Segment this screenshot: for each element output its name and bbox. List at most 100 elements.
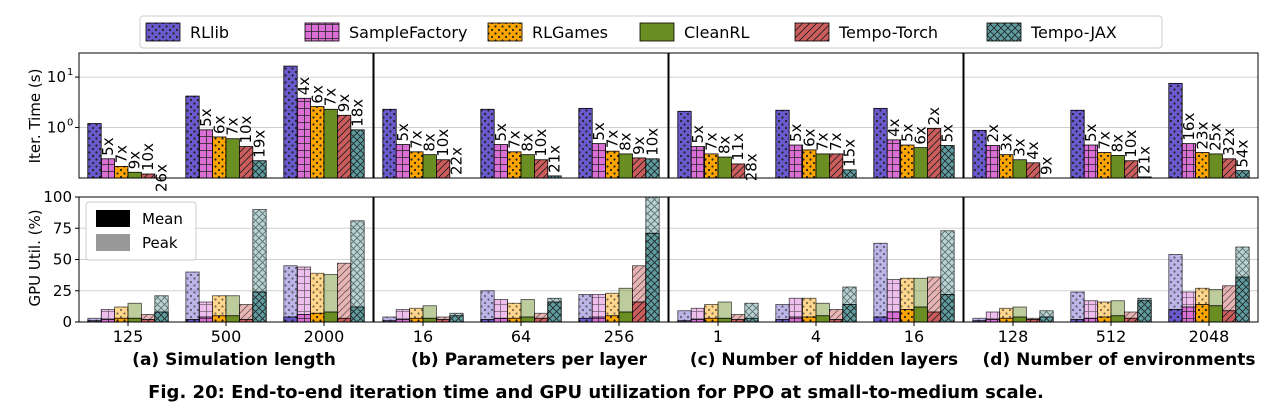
bar-util-mean-4-samplefactory	[788, 316, 804, 323]
bar-util-peak-256-rllib	[578, 294, 593, 323]
speedup-label: 10x	[139, 143, 157, 171]
peak-swatch	[96, 234, 130, 251]
bar-time-1-rllib	[677, 110, 692, 178]
speedup-label: 5x	[99, 137, 117, 156]
bar-util-peak-4-tempo-torch	[829, 309, 844, 323]
x-tick-label: 2048	[1189, 327, 1230, 346]
util-bars	[677, 230, 955, 323]
legend-item-tempo-jax: Tempo-JAX	[986, 22, 1117, 42]
speedup-label: 28x	[743, 153, 761, 181]
bar-util-peak-125-samplefactory	[100, 309, 115, 323]
bar-util-mean-16-cleanrl	[913, 306, 928, 323]
speedup-label: 7x	[407, 130, 425, 149]
bar-util-mean-16-tempo-jax	[449, 315, 464, 323]
speedup-label: 10x	[1122, 130, 1140, 158]
bar-time-128-cleanrl	[1012, 159, 1027, 178]
mean-swatch	[96, 210, 130, 227]
bar-util-peak-2000-rlgames	[310, 272, 325, 323]
speedup-label: 6x	[800, 128, 818, 147]
speedup-label: 6x	[210, 115, 228, 134]
bar-util-mean-2000-tempo-jax	[350, 306, 365, 323]
x-tick-label: 500	[211, 327, 242, 346]
bar-util-mean-2048-rllib	[1168, 309, 1183, 323]
x-tick-label: 128	[998, 327, 1029, 346]
time-bars	[677, 107, 955, 178]
bar-util-peak-16-tempo-torch	[927, 276, 942, 323]
x-tick-label: 512	[1096, 327, 1127, 346]
x-tick-label: 1	[713, 327, 723, 346]
bar-util-mean-500-tempo-jax	[252, 291, 267, 323]
speedup-label: 7x	[827, 132, 845, 151]
bar-util-mean-64-rlgames	[507, 317, 522, 323]
speedup-label: 7x	[603, 130, 621, 149]
panel-subtitle: (a) Simulation length	[132, 350, 336, 370]
speedup-label: 10x	[237, 115, 255, 143]
util-bars	[972, 246, 1250, 323]
bar-util-peak-2048-rllib	[1168, 254, 1183, 323]
speedup-label: 7x	[112, 145, 130, 164]
bar-util-peak-16-samplefactory	[886, 279, 902, 323]
speedup-label: 9x	[630, 136, 648, 155]
speedup-label: 4x	[295, 77, 313, 96]
legend-item-rlgames: RLGames	[487, 22, 608, 42]
bar-util-peak-4-rlgames	[802, 297, 817, 323]
speedup-label: 5x	[1082, 123, 1100, 142]
speedup-label: 5x	[590, 122, 608, 141]
bar-util-mean-64-samplefactory	[493, 317, 509, 323]
bar-time-16-cleanrl	[422, 154, 437, 178]
bar-time-2000-samplefactory	[296, 97, 312, 178]
bar-util-mean-128-tempo-jax	[1039, 316, 1054, 323]
time-bars	[972, 82, 1250, 178]
bar-time-16-samplefactory	[886, 139, 902, 178]
bar-util-mean-2048-tempo-torch	[1222, 310, 1237, 323]
bar-time-1-samplefactory	[690, 146, 706, 178]
bar-time-2000-tempo-torch	[336, 114, 352, 178]
bar-time-512-cleanrl	[1110, 155, 1125, 178]
speedup-label: 22x	[448, 147, 466, 175]
speedup-label: 16x	[1180, 113, 1198, 141]
speedup-label: 32x	[1220, 128, 1238, 156]
bar-time-16-tempo-torch	[435, 159, 451, 178]
x-tick-label: 16	[904, 327, 924, 346]
speedup-label: 4x	[885, 118, 903, 137]
legend-label: Tempo-Torch	[838, 23, 938, 42]
bar-time-125-rllib	[87, 123, 102, 178]
bar-time-4-rllib	[775, 109, 790, 178]
legend-swatch	[304, 22, 340, 42]
time-bars	[87, 65, 365, 178]
bar-time-4-samplefactory	[788, 144, 804, 178]
legend-label: SampleFactory	[349, 23, 467, 42]
bar-time-2000-tempo-jax	[350, 129, 365, 178]
bar-util-mean-125-tempo-jax	[154, 311, 169, 323]
y-tick-label: 25	[53, 282, 72, 300]
speedup-label: 18x	[349, 99, 367, 127]
bar-time-64-tempo-jax	[547, 175, 562, 178]
bar-time-125-tempo-torch	[140, 173, 156, 178]
y-tick-label: 100	[43, 188, 72, 206]
bar-util-mean-2048-tempo-jax	[1235, 276, 1250, 323]
speedup-label: 5x	[689, 125, 707, 144]
bar-util-peak-500-tempo-torch	[238, 304, 254, 323]
bar-util-mean-16-samplefactory	[886, 311, 902, 323]
panel-subtitle: (b) Parameters per layer	[411, 350, 648, 370]
bar-time-128-tempo-torch	[1026, 162, 1041, 178]
legend-swatch	[986, 22, 1022, 42]
legend-label: Tempo-JAX	[1030, 23, 1117, 42]
x-tick-label: 2000	[304, 327, 345, 346]
bar-util-mean-2000-rlgames	[310, 312, 325, 323]
x-tick-label: 16	[413, 327, 433, 346]
bar-time-512-rlgames	[1097, 152, 1112, 178]
bar-util-mean-512-cleanrl	[1110, 315, 1125, 323]
bar-time-512-samplefactory	[1083, 144, 1098, 178]
bar-time-64-cleanrl	[520, 154, 535, 178]
bar-time-16-cleanrl	[913, 147, 928, 178]
y-tick-label: 75	[53, 219, 72, 237]
speedup-label: 15x	[841, 139, 859, 167]
x-tick-labels: 1 4 16	[713, 322, 924, 346]
gridlines	[964, 76, 1258, 323]
bar-time-256-cleanrl	[618, 153, 633, 178]
speedup-label: 11x	[729, 133, 747, 161]
mean-peak-legend: Mean Peak	[85, 201, 197, 261]
